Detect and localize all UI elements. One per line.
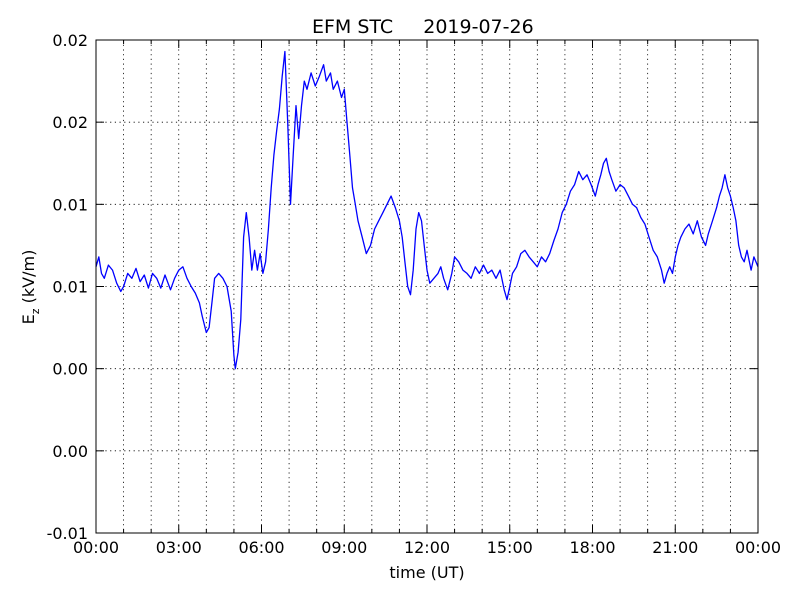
x-tick-label: 18:00: [569, 538, 615, 557]
y-tick-label: 0.01: [52, 195, 88, 214]
x-tick-label: 03:00: [156, 538, 202, 557]
ticks: [95, 39, 759, 534]
x-axis-label: time (UT): [389, 563, 464, 582]
x-tick-label: 09:00: [321, 538, 367, 557]
x-tick-label: 21:00: [652, 538, 698, 557]
series-layer: [95, 50, 759, 370]
y-axis-label-main: E: [19, 314, 38, 324]
ez-series-line: [95, 50, 759, 370]
y-tick-label: 0.01: [52, 278, 88, 297]
x-tick-label: 12:00: [404, 538, 450, 557]
tick-labels: 00:00 03:00 06:00 09:00 12:00 15:00 18:00 21:00…: [47, 31, 781, 557]
x-tick-label: 00:00: [735, 538, 781, 557]
chart-title: EFM STC 2019-07-26: [312, 16, 534, 38]
y-axis-label-unit: (kV/m): [19, 250, 38, 309]
y-axis-label-subscript: z: [29, 308, 42, 314]
y-tick-label: -0.01: [47, 524, 88, 543]
x-tick-label: 06:00: [238, 538, 284, 557]
y-axis-label: Ez (kV/m): [19, 250, 42, 325]
y-tick-label: 0.02: [52, 113, 88, 132]
x-tick-label: 15:00: [487, 538, 533, 557]
grid: [96, 40, 758, 533]
y-tick-label: 0.00: [52, 442, 88, 461]
y-tick-label: 0.00: [52, 360, 88, 379]
x-tick-label: 00:00: [73, 538, 119, 557]
y-tick-label: 0.02: [52, 31, 88, 50]
